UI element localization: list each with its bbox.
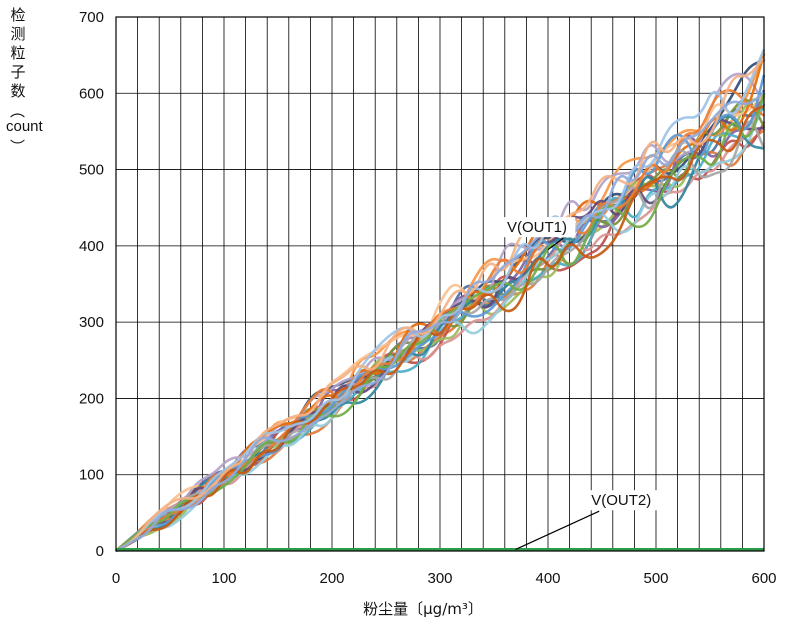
y-axis-label-char: 数 [10, 82, 26, 100]
y-axis-label: 检 测 粒 子 数 [4, 6, 32, 101]
y-axis-unit: count [6, 118, 43, 135]
plot-frame [115, 16, 765, 552]
x-tick-label: 600 [751, 570, 776, 587]
y-axis-label-char: 粒 [10, 44, 26, 62]
x-tick-label: 400 [535, 570, 560, 587]
y-tick-label: 100 [79, 467, 104, 484]
x-axis-label: 粉尘量〔μg/m³〕 [363, 600, 483, 618]
y-axis-paren-close: ︶ [10, 138, 26, 156]
annotation-background [502, 217, 576, 238]
out1-series-line [115, 48, 766, 553]
y-tick-label: 400 [79, 238, 104, 255]
x-tick-label: 300 [427, 570, 452, 587]
y-tick-label: 0 [96, 543, 104, 560]
annotation-label: V(OUT1) [507, 219, 567, 236]
x-tick-label: 500 [643, 570, 668, 587]
y-tick-label: 200 [79, 390, 104, 407]
annotations: V(OUT1) V(OUT2) [502, 217, 660, 551]
y-axis-label-char: 检 [10, 6, 26, 24]
out1-series-line [115, 93, 766, 552]
x-tick-label: 200 [319, 570, 344, 587]
x-tick-label: 0 [112, 570, 120, 587]
x-tick-label: 100 [211, 570, 236, 587]
y-tick-label: 300 [79, 314, 104, 331]
y-tick-label: 600 [79, 85, 104, 102]
annotation-background [587, 490, 660, 511]
grid [115, 16, 765, 552]
series-group [115, 48, 766, 553]
out1-series-line [115, 57, 766, 553]
annotation-leader-line [547, 237, 564, 251]
annotation-label: V(OUT2) [591, 492, 651, 509]
y-axis-label-char: 测 [10, 25, 26, 43]
y-axis-label-char: 子 [10, 63, 26, 81]
y-axis-paren-open: ︵ [10, 102, 26, 120]
annotation-leader-line [515, 510, 600, 551]
y-tick-label: 500 [79, 162, 104, 179]
axes: 0 100 200 300 400 500 600 0 100 200 300 400 500 600 70… [79, 9, 777, 587]
y-tick-label: 700 [79, 9, 104, 26]
out1-series-line [115, 91, 765, 553]
